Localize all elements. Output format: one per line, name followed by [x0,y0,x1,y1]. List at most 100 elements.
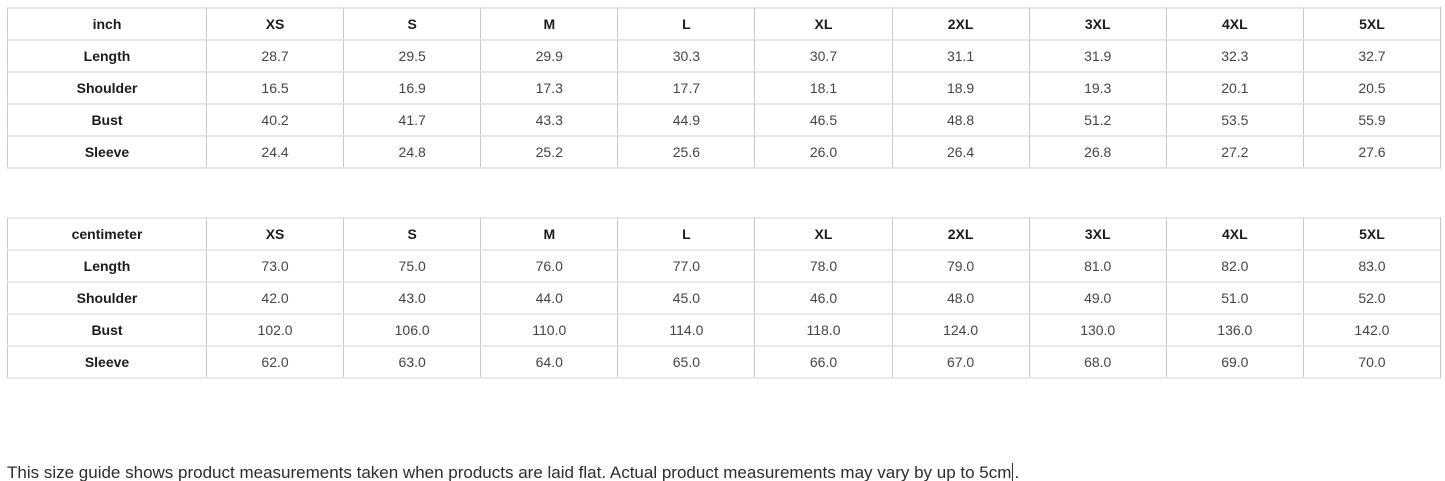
value-cell: 62.0 [206,345,344,377]
value-cell: 25.2 [480,135,618,167]
table-row: Shoulder 42.0 43.0 44.0 45.0 46.0 48.0 49.0 51.0… [7,281,1440,313]
value-cell: 114.0 [617,313,755,345]
value-cell: 53.5 [1165,103,1303,135]
size-header-cell: L [617,217,755,249]
size-header-cell: L [617,7,755,39]
value-cell: 28.7 [206,39,344,71]
value-cell: 48.0 [891,281,1029,313]
value-cell: 73.0 [206,249,344,281]
value-cell: 69.0 [1165,345,1303,377]
value-cell: 142.0 [1302,313,1440,345]
value-cell: 76.0 [480,249,618,281]
value-cell: 130.0 [1028,313,1166,345]
header-row: centimeter XS S M L XL 2XL 3XL 4XL 5XL [7,217,1440,249]
table-row: Bust 102.0 106.0 110.0 114.0 118.0 124.0 130.0 1… [7,313,1440,345]
value-cell: 31.1 [891,39,1029,71]
value-cell: 106.0 [343,313,481,345]
value-cell: 55.9 [1302,103,1440,135]
value-cell: 17.3 [480,71,618,103]
value-cell: 40.2 [206,103,344,135]
value-cell: 29.9 [480,39,618,71]
text-caret-icon [1012,463,1014,481]
value-cell: 20.5 [1302,71,1440,103]
value-cell: 42.0 [206,281,344,313]
size-header-cell: XS [206,7,344,39]
row-label-cell: Sleeve [7,135,206,167]
value-cell: 67.0 [891,345,1029,377]
size-header-cell: 3XL [1028,7,1166,39]
value-cell: 18.1 [754,71,892,103]
row-label-cell: Length [7,39,206,71]
row-label-cell: Shoulder [7,281,206,313]
value-cell: 48.8 [891,103,1029,135]
value-cell: 26.0 [754,135,892,167]
value-cell: 110.0 [480,313,618,345]
value-cell: 29.5 [343,39,481,71]
value-cell: 30.7 [754,39,892,71]
value-cell: 82.0 [1165,249,1303,281]
size-header-cell: XL [754,7,892,39]
value-cell: 43.0 [343,281,481,313]
value-cell: 17.7 [617,71,755,103]
value-cell: 20.1 [1165,71,1303,103]
size-header-cell: 2XL [891,7,1029,39]
value-cell: 44.9 [617,103,755,135]
note-text: This size guide shows product measuremen… [7,463,1012,481]
value-cell: 51.0 [1165,281,1303,313]
value-cell: 46.5 [754,103,892,135]
size-header-cell: M [480,217,618,249]
value-cell: 19.3 [1028,71,1166,103]
value-cell: 136.0 [1165,313,1303,345]
unit-header-cell: inch [7,7,206,39]
value-cell: 27.2 [1165,135,1303,167]
size-header-cell: XS [206,217,344,249]
value-cell: 64.0 [480,345,618,377]
value-cell: 83.0 [1302,249,1440,281]
value-cell: 78.0 [754,249,892,281]
note-text-period: . [1014,463,1020,481]
value-cell: 63.0 [343,345,481,377]
size-header-cell: M [480,7,618,39]
table-row: Sleeve 62.0 63.0 64.0 65.0 66.0 67.0 68.0 69.0 70… [7,345,1440,377]
value-cell: 45.0 [617,281,755,313]
value-cell: 25.6 [617,135,755,167]
table-row: Length 73.0 75.0 76.0 77.0 78.0 79.0 81.0 82.0 83… [7,249,1440,281]
table-row: Bust 40.2 41.7 43.3 44.9 46.5 48.8 51.2 53.5 55.9 [7,103,1440,135]
size-header-cell: 5XL [1302,217,1440,249]
value-cell: 27.6 [1302,135,1440,167]
size-table-inch: inch XS S M L XL 2XL 3XL 4XL 5XL Length 28.7 29.5 29.… [7,7,1441,169]
value-cell: 52.0 [1302,281,1440,313]
table-row: Length 28.7 29.5 29.9 30.3 30.7 31.1 31.9 32.3 32… [7,39,1440,71]
value-cell: 18.9 [891,71,1029,103]
value-cell: 51.2 [1028,103,1166,135]
row-label-cell: Sleeve [7,345,206,377]
size-header-cell: S [343,217,481,249]
value-cell: 16.5 [206,71,344,103]
size-header-cell: 3XL [1028,217,1166,249]
size-header-cell: 4XL [1165,217,1303,249]
size-guide-note[interactable]: This size guide shows product measuremen… [7,462,1441,481]
size-header-cell: 4XL [1165,7,1303,39]
value-cell: 44.0 [480,281,618,313]
value-cell: 32.3 [1165,39,1303,71]
row-label-cell: Length [7,249,206,281]
row-label-cell: Bust [7,313,206,345]
size-header-cell: 5XL [1302,7,1440,39]
value-cell: 124.0 [891,313,1029,345]
value-cell: 70.0 [1302,345,1440,377]
table-row: Sleeve 24.4 24.8 25.2 25.6 26.0 26.4 26.8 27.2 27… [7,135,1440,167]
value-cell: 79.0 [891,249,1029,281]
value-cell: 41.7 [343,103,481,135]
value-cell: 77.0 [617,249,755,281]
table-row: Shoulder 16.5 16.9 17.3 17.7 18.1 18.9 19.3 20.1… [7,71,1440,103]
row-label-cell: Shoulder [7,71,206,103]
value-cell: 102.0 [206,313,344,345]
value-cell: 16.9 [343,71,481,103]
size-header-cell: 2XL [891,217,1029,249]
value-cell: 26.4 [891,135,1029,167]
value-cell: 30.3 [617,39,755,71]
value-cell: 75.0 [343,249,481,281]
value-cell: 49.0 [1028,281,1166,313]
value-cell: 118.0 [754,313,892,345]
